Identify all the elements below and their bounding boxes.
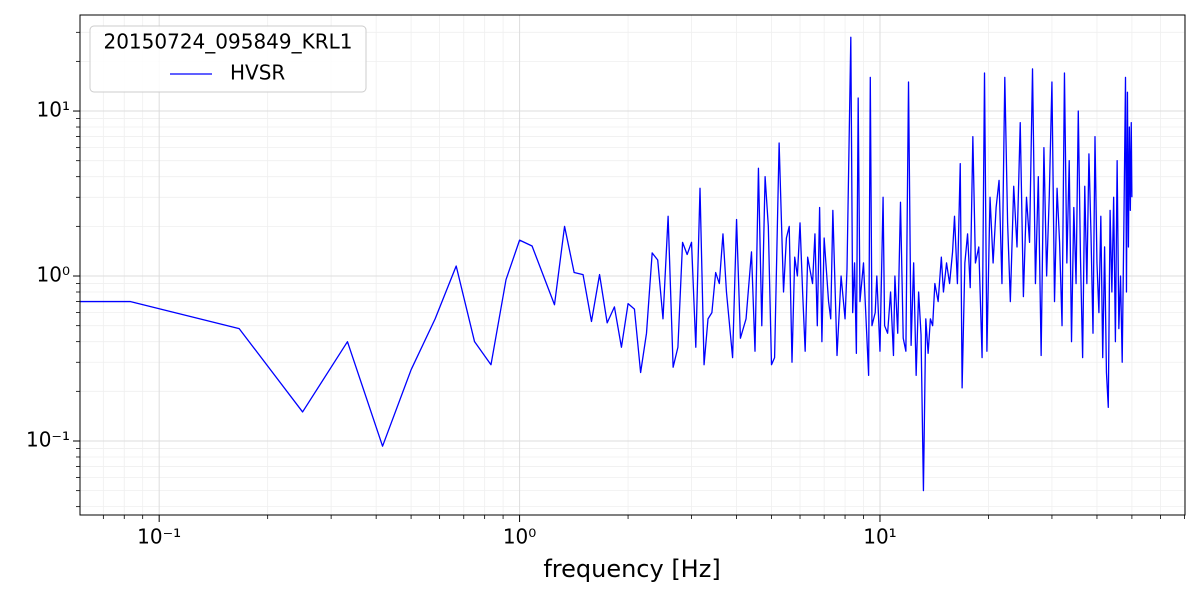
legend-label: HVSR (230, 61, 285, 85)
legend-title: 20150724_095849_KRL1 (103, 30, 352, 54)
line-series (80, 36, 1133, 492)
x-axis-label: frequency [Hz] (543, 555, 720, 583)
x-tick-label: 10⁻¹ (137, 525, 181, 549)
y-tick-label: 10¹ (37, 98, 70, 122)
y-tick-label: 10⁻¹ (26, 427, 70, 451)
x-tick-label: 10⁰ (503, 525, 536, 549)
legend-box (89, 25, 367, 93)
x-tick-label: 10¹ (863, 525, 896, 549)
plot-frame (79, 14, 1186, 516)
y-tick-label: 10⁰ (37, 263, 70, 287)
